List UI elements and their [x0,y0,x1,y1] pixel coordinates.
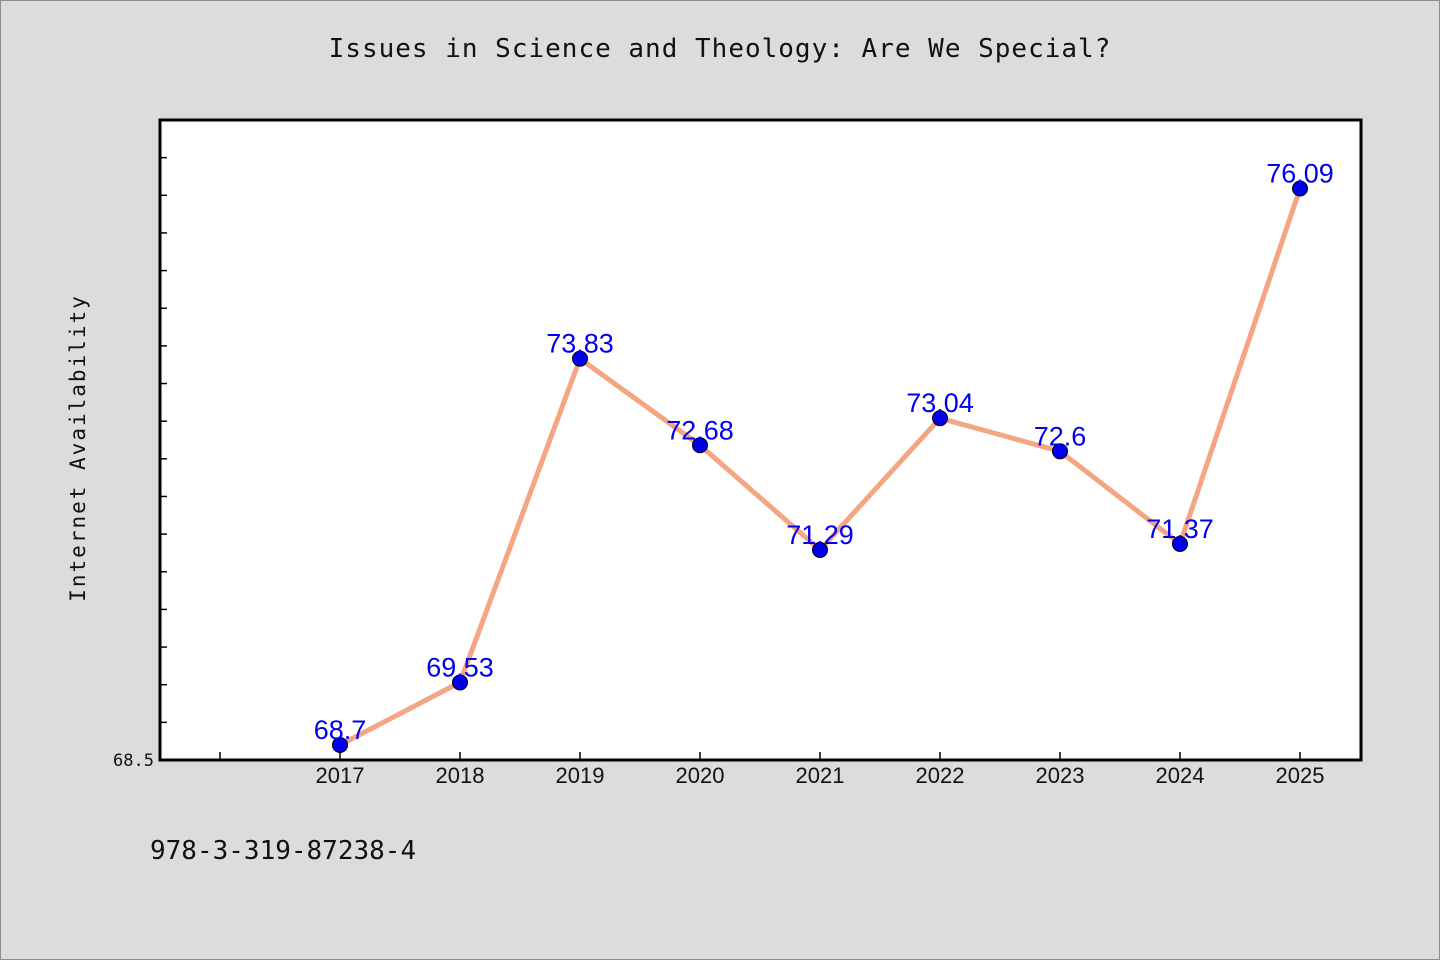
data-point [932,410,948,427]
footnote: 978-3-319-87238-4 [150,836,417,866]
x-tick-label: 2023 [1036,763,1085,788]
data-label: 72.6 [1034,421,1087,451]
data-point [1292,180,1308,197]
data-point [572,350,588,367]
x-tick-label: 2018 [436,763,485,788]
data-label: 73.83 [546,329,614,359]
data-label: 69.53 [426,652,494,682]
data-point [692,437,708,454]
y-axis-ticks [160,156,167,724]
x-tick-label: 2024 [1156,763,1205,788]
x-axis-ticks [219,752,1301,760]
data-label: 73.04 [906,388,974,418]
data-points [332,180,1308,753]
x-tick-label: 2021 [796,763,845,788]
data-label: 72.68 [666,415,734,445]
x-tick-label: 2017 [316,763,365,788]
data-label: 71.29 [786,520,854,550]
x-tick-label: 2025 [1276,763,1325,788]
y-tick-label: 68.5 [113,751,154,771]
data-point [812,541,828,558]
data-point [332,736,348,753]
x-tick-labels: 2017 2018 2019 2020 2021 2022 2023 2024 2025 [316,763,1325,788]
data-label: 76.09 [1266,159,1334,189]
data-point [1052,443,1068,460]
data-label: 68.7 [314,715,367,745]
plot-area [158,118,1363,762]
data-point [452,674,468,691]
data-point [1172,535,1188,552]
data-label: 71.37 [1146,514,1214,544]
x-tick-label: 2022 [916,763,965,788]
x-tick-label: 2019 [556,763,605,788]
x-tick-label: 2020 [676,763,725,788]
chart-title: Issues in Science and Theology: Are We S… [328,34,1112,64]
y-tick-labels: 68.5 [113,751,154,771]
data-labels: 68.7 69.53 73.83 72.68 71.29 73.04 72.6 71.37 76… [314,159,1334,745]
